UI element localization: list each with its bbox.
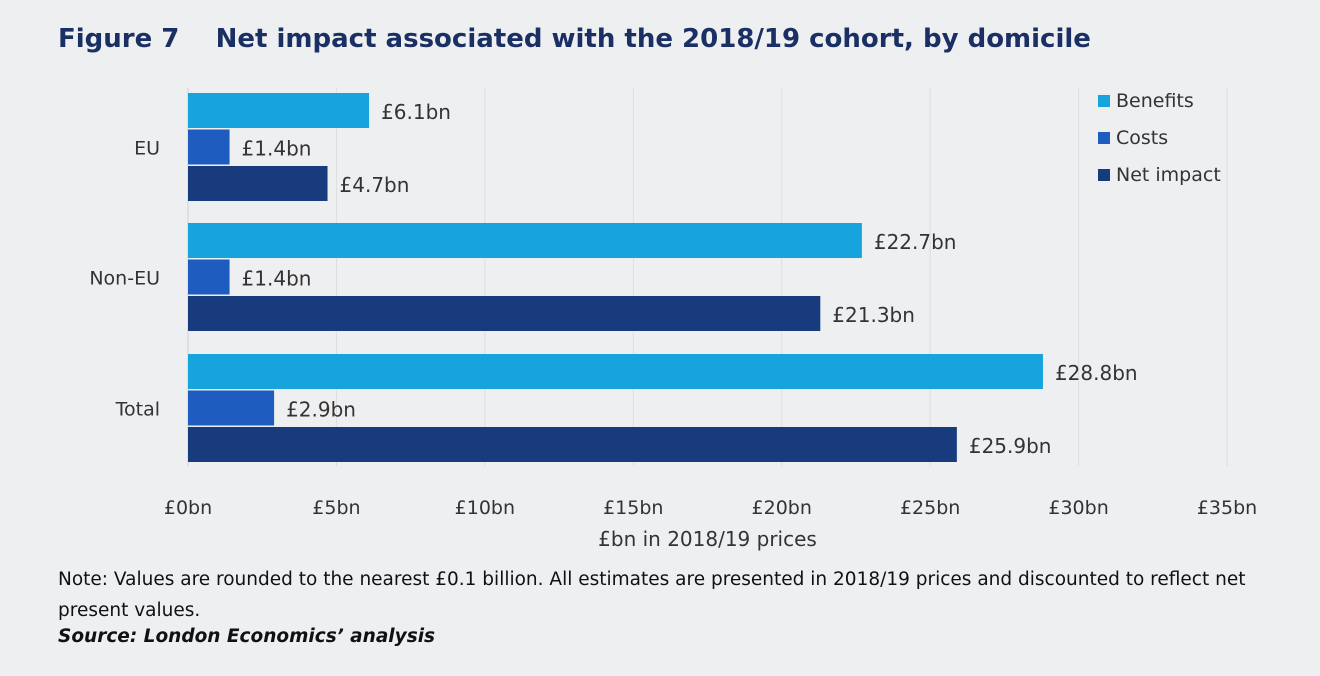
- x-tick-label: £10bn: [455, 497, 515, 519]
- legend-swatch: [1098, 95, 1110, 107]
- x-axis-label: £bn in 2018/19 prices: [598, 527, 817, 551]
- bar-net-impact: [188, 296, 821, 331]
- data-label: £1.4bn: [242, 267, 312, 291]
- data-label: £28.8bn: [1055, 361, 1138, 385]
- data-label: £6.1bn: [381, 100, 451, 124]
- x-tick-label: £30bn: [1048, 497, 1108, 519]
- data-label: £25.9bn: [969, 434, 1052, 458]
- legend-item: Benefits: [1098, 90, 1194, 112]
- category-label: EU: [134, 138, 160, 160]
- bar-benefits: [188, 93, 370, 128]
- category-label: Total: [115, 399, 160, 421]
- legend-swatch: [1098, 169, 1110, 181]
- title-text: Net impact associated with the 2018/19 c…: [215, 24, 1091, 54]
- data-label: £1.4bn: [242, 137, 312, 161]
- x-tick-label: £25bn: [900, 497, 960, 519]
- x-tick-label: £5bn: [312, 497, 360, 519]
- legend-swatch: [1098, 132, 1110, 144]
- data-label: £4.7bn: [340, 173, 410, 197]
- bar-costs: [188, 129, 230, 165]
- legend-label: Benefits: [1116, 90, 1194, 112]
- bar-net-impact: [188, 166, 328, 201]
- bar-chart: £0bn £5bn £10bn £15bn £20bn £25bn £30bn £35bn £b…: [89, 88, 1257, 551]
- legend-label: Costs: [1116, 127, 1169, 149]
- x-tick-label: £15bn: [603, 497, 663, 519]
- category-label: Non-EU: [89, 268, 160, 290]
- x-tick-label: £35bn: [1197, 497, 1257, 519]
- figure-label: Figure 7: [58, 24, 180, 54]
- legend-item: Costs: [1098, 127, 1168, 149]
- source: Source: London Economics’ analysis: [58, 626, 436, 647]
- data-label: £21.3bn: [832, 303, 915, 327]
- bar-benefits: [188, 354, 1043, 389]
- bar-costs: [188, 390, 275, 426]
- legend-label: Net impact: [1116, 164, 1221, 186]
- x-tick-label: £20bn: [752, 497, 812, 519]
- chart-title: Figure 7 Net impact associated with the …: [58, 24, 1091, 54]
- data-label: £2.9bn: [286, 398, 356, 422]
- bar-costs: [188, 259, 230, 295]
- bar-net-impact: [188, 427, 957, 462]
- bar-benefits: [188, 223, 862, 258]
- note: Note: Values are rounded to the nearest …: [58, 569, 1246, 621]
- x-tick-label: £0bn: [164, 497, 212, 519]
- data-label: £22.7bn: [874, 230, 957, 254]
- legend-item: Net impact: [1098, 164, 1221, 186]
